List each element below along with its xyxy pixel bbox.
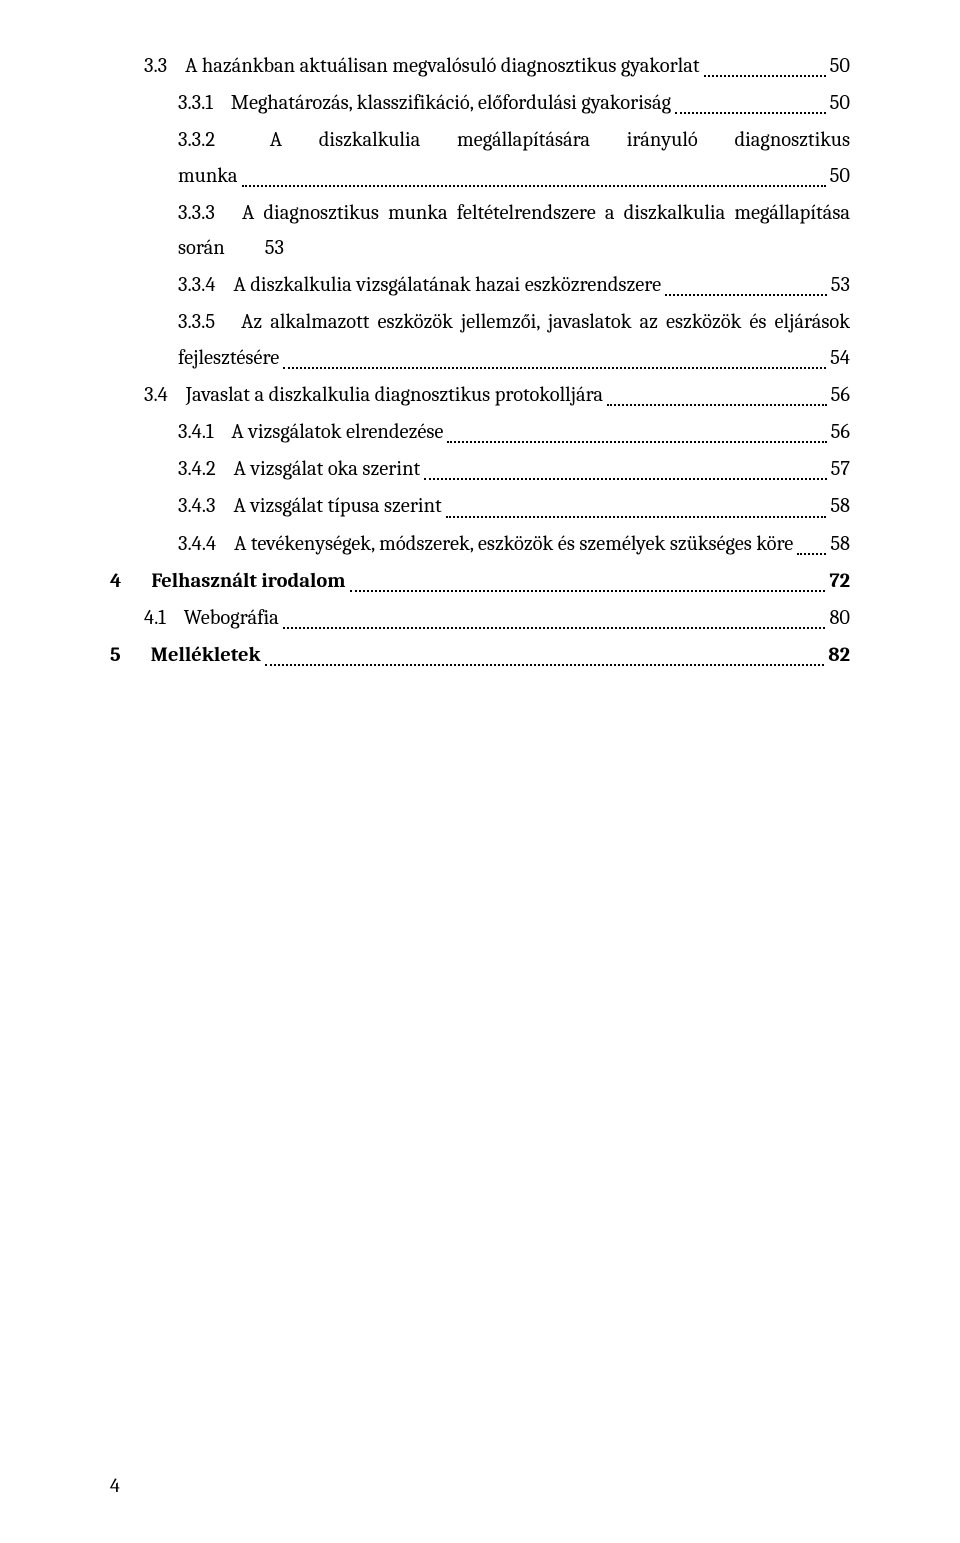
toc-entry: 3.4.1 A vizsgálatok elrendezése 56 (178, 416, 850, 449)
toc-number: 3.4.2 (178, 453, 234, 486)
toc-entry: 5 Mellékletek 82 (110, 639, 850, 672)
toc-entry: 3.3 A hazánkban aktuálisan megvalósuló d… (144, 50, 850, 83)
toc-number: 5 (110, 639, 151, 672)
toc-number: 3.3 (144, 50, 185, 83)
toc-entry: 3.4.4 A tevékenységek, módszerek, eszköz… (178, 528, 850, 561)
page: 3.3 A hazánkban aktuálisan megvalósuló d… (0, 0, 960, 1543)
toc-number: 3.3.3 (178, 202, 233, 225)
toc-number: 3.3.1 (178, 87, 231, 120)
toc-label: A diszkalkulia megállapítására irányuló … (270, 129, 850, 152)
toc-entry: 3.3.3 A diagnosztikus munka feltételrend… (178, 197, 850, 265)
toc-label: A vizsgálat típusa szerint (233, 490, 441, 523)
toc-number: 4.1 (144, 602, 184, 635)
toc-line: munka 50 (178, 160, 850, 193)
toc-number: 4 (110, 565, 151, 598)
toc-leader (447, 423, 826, 443)
toc-leader (265, 646, 825, 666)
toc-leader (797, 534, 826, 554)
toc-page: 53 (831, 269, 850, 302)
toc-leader (283, 609, 826, 629)
toc-line: 3.3.5 Az alkalmazott eszközök jellemzői,… (178, 306, 850, 339)
toc-page: 72 (829, 565, 850, 598)
toc-label: Webográfia (184, 602, 279, 635)
toc-label: Felhasznált irodalom (151, 565, 345, 598)
toc-label: Meghatározás, klasszifikáció, előfordulá… (231, 87, 671, 120)
toc-page: 50 (830, 87, 850, 120)
toc-leader (350, 572, 826, 592)
toc-page: 80 (829, 602, 850, 635)
toc-leader (446, 497, 827, 517)
page-number: 4 (110, 1474, 120, 1497)
toc-leader (665, 276, 827, 296)
toc-line: 3.3.2 A diszkalkulia megállapítására irá… (178, 124, 850, 157)
table-of-contents: 3.3 A hazánkban aktuálisan megvalósuló d… (110, 50, 850, 672)
toc-label: A diagnosztikus munka feltételrendszere … (242, 202, 850, 225)
toc-page: 82 (828, 639, 850, 672)
toc-label: A vizsgálat oka szerint (234, 453, 421, 486)
toc-entry: 3.4 Javaslat a diszkalkulia diagnosztiku… (144, 379, 850, 412)
toc-line: 3.3.3 A diagnosztikus munka feltételrend… (178, 197, 850, 230)
toc-label: A vizsgálatok elrendezése (231, 416, 443, 449)
toc-page: 58 (830, 490, 850, 523)
toc-entry: 4 Felhasznált irodalom 72 (110, 565, 850, 598)
toc-label: fejlesztésére (178, 342, 279, 375)
toc-entry: 4.1 Webográfia 80 (144, 602, 850, 635)
toc-label: A hazánkban aktuálisan megvalósuló diagn… (185, 50, 699, 83)
toc-label: Az alkalmazott eszközök jellemzői, javas… (241, 311, 850, 334)
toc-entry: 3.4.3 A vizsgálat típusa szerint 58 (178, 490, 850, 523)
toc-leader (424, 460, 826, 480)
toc-page: 57 (831, 453, 850, 486)
toc-page: 50 (830, 50, 850, 83)
toc-line: fejlesztésére 54 (178, 342, 850, 375)
toc-label: munka (178, 160, 238, 193)
toc-label: során (178, 232, 225, 265)
toc-label: A tevékenységek, módszerek, eszközök és … (234, 528, 793, 561)
toc-leader (704, 57, 826, 77)
toc-page: 54 (830, 342, 850, 375)
toc-label: Javaslat a diszkalkulia diagnosztikus pr… (186, 379, 603, 412)
toc-page: 50 (830, 160, 850, 193)
toc-number: 3.3.4 (178, 269, 233, 302)
toc-number: 3.3.2 (178, 129, 233, 152)
toc-page: 53 (265, 232, 284, 265)
toc-entry: 3.4.2 A vizsgálat oka szerint 57 (178, 453, 850, 486)
toc-entry: 3.3.1 Meghatározás, klasszifikáció, előf… (178, 87, 850, 120)
toc-number: 3.3.5 (178, 311, 233, 334)
toc-page: 56 (831, 416, 850, 449)
toc-entry: 3.3.2 A diszkalkulia megállapítására irá… (178, 124, 850, 192)
toc-number: 3.4.3 (178, 490, 233, 523)
toc-number: 3.4 (144, 379, 186, 412)
toc-entry: 3.3.4 A diszkalkulia vizsgálatának hazai… (178, 269, 850, 302)
toc-label: Mellékletek (151, 639, 261, 672)
toc-page: 58 (830, 528, 850, 561)
toc-leader (607, 386, 827, 406)
toc-line: során 53 (178, 232, 850, 265)
toc-leader (675, 94, 826, 114)
toc-number: 3.4.4 (178, 528, 234, 561)
toc-number: 3.4.1 (178, 416, 231, 449)
toc-leader (242, 166, 826, 186)
toc-label: A diszkalkulia vizsgálatának hazai eszkö… (233, 269, 661, 302)
toc-leader (283, 348, 826, 368)
toc-entry: 3.3.5 Az alkalmazott eszközök jellemzői,… (178, 306, 850, 374)
toc-page: 56 (831, 379, 850, 412)
